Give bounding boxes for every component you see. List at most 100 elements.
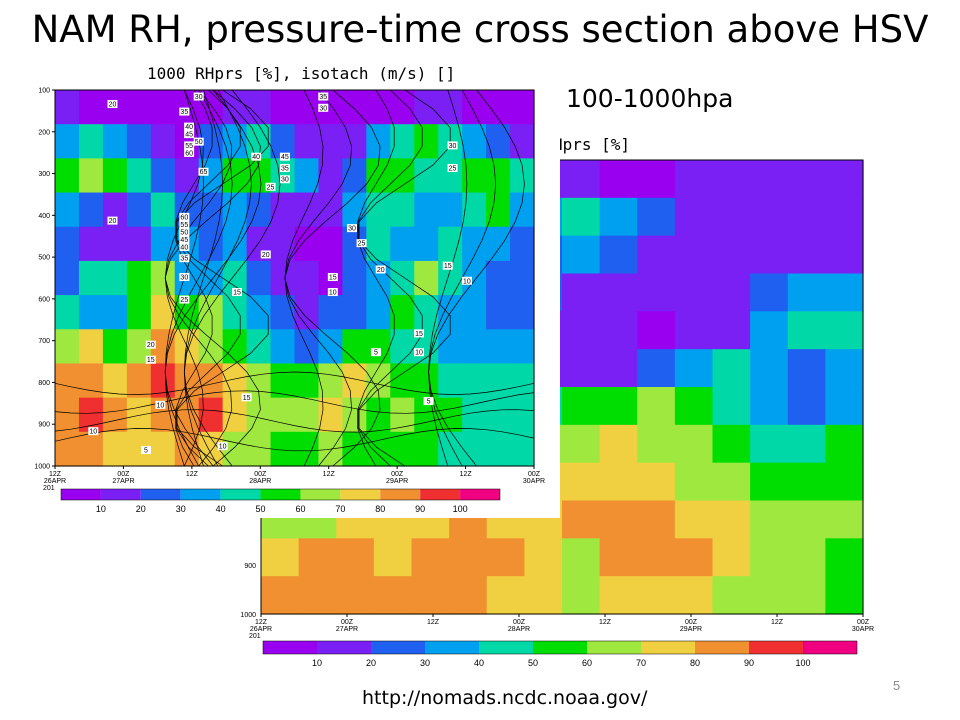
isotach-label-box bbox=[217, 442, 228, 451]
isotach-line bbox=[175, 89, 213, 467]
colorbar-tick-label: 70 bbox=[636, 658, 646, 668]
rh-cell bbox=[787, 538, 826, 577]
rh-cell bbox=[261, 538, 300, 577]
rh-cell bbox=[438, 90, 463, 125]
colorbar-swatch bbox=[340, 489, 381, 500]
rh-cell bbox=[486, 260, 511, 296]
x-tick-date: 26APR bbox=[250, 626, 272, 633]
isotach-label-box bbox=[241, 393, 252, 402]
rh-cell bbox=[787, 576, 826, 615]
rh-cell bbox=[198, 226, 224, 262]
rh-cell bbox=[787, 197, 826, 237]
rh-cell bbox=[373, 538, 413, 577]
colorbar-tick-label: 30 bbox=[176, 504, 186, 514]
rh-cell bbox=[562, 349, 601, 388]
x-tick-label: 00Z bbox=[341, 619, 354, 626]
isotach-label: 15 bbox=[444, 263, 452, 270]
rh-cell bbox=[825, 197, 864, 237]
x-tick-label: 00Z bbox=[117, 471, 130, 478]
isotach-label-box bbox=[375, 265, 386, 274]
rh-cell bbox=[486, 576, 525, 615]
x-tick-label: 12Z bbox=[599, 619, 612, 626]
rh-cell bbox=[825, 387, 864, 426]
rh-cell bbox=[510, 192, 535, 228]
rh-cell bbox=[411, 576, 450, 615]
isotach-label-box bbox=[442, 261, 453, 270]
isotach-label: 60 bbox=[180, 214, 188, 221]
rh-cell bbox=[562, 235, 601, 275]
rh-cell bbox=[787, 387, 826, 426]
colorbar: 10 20 30 40 50 60 70 80 90 100 bbox=[262, 640, 858, 668]
rh-cell bbox=[246, 90, 272, 125]
rh-cell bbox=[674, 500, 714, 539]
rh-cell bbox=[126, 124, 152, 159]
isotach-label: 15 bbox=[147, 357, 155, 364]
y-tick-label: 600 bbox=[38, 296, 50, 303]
rh-cell bbox=[486, 329, 511, 365]
colorbar-tick-label: 30 bbox=[420, 658, 430, 668]
rh-cell bbox=[318, 295, 343, 330]
rh-cell bbox=[78, 158, 104, 194]
rh-cell bbox=[55, 226, 80, 262]
isotach-label: 40 bbox=[252, 154, 260, 161]
isotach-label-box bbox=[179, 295, 190, 304]
rh-cell bbox=[486, 397, 511, 433]
isotach-label: 35 bbox=[281, 165, 289, 172]
rh-cell bbox=[637, 197, 676, 237]
rh-cell bbox=[510, 363, 535, 399]
isotach-label-box bbox=[370, 348, 381, 357]
rh-cell bbox=[102, 158, 128, 194]
rh-cell bbox=[55, 158, 80, 194]
rh-cell bbox=[712, 160, 751, 199]
colorbar-frame bbox=[60, 488, 501, 501]
year-label: 201 bbox=[43, 485, 55, 492]
rh-cell bbox=[318, 329, 343, 365]
rh-cell bbox=[294, 124, 320, 159]
y-tick-label: 200 bbox=[38, 129, 50, 136]
rh-cell bbox=[222, 295, 248, 330]
rh-cell bbox=[78, 260, 104, 296]
isotach-label-box bbox=[318, 92, 329, 101]
rh-cell bbox=[712, 197, 751, 237]
rh-cell bbox=[150, 124, 176, 159]
isotach-line bbox=[284, 89, 381, 467]
rh-cell bbox=[674, 538, 714, 577]
rh-cell bbox=[674, 235, 714, 275]
rh-cell bbox=[150, 226, 176, 262]
rh-cell bbox=[102, 226, 128, 262]
rh-cell bbox=[599, 311, 638, 350]
y-tick-label: 500 bbox=[38, 255, 50, 262]
isotach-label-box bbox=[279, 152, 290, 161]
rh-cell bbox=[486, 192, 511, 228]
rh-cell bbox=[102, 295, 128, 330]
rh-cell bbox=[462, 397, 487, 433]
rh-cell bbox=[366, 192, 391, 228]
x-tick-label: 00Z bbox=[513, 619, 526, 626]
rh-cell bbox=[510, 124, 535, 159]
isotach-line bbox=[54, 409, 535, 433]
rh-cell bbox=[562, 160, 601, 199]
rh-cell bbox=[78, 192, 104, 228]
rh-cell bbox=[510, 329, 535, 365]
rh-cell bbox=[78, 295, 104, 330]
source-url[interactable]: http://nomads.ncdc.noaa.gov/ bbox=[362, 687, 648, 709]
isotach-label: 40 bbox=[180, 244, 188, 251]
isotach-label-box bbox=[155, 400, 166, 409]
rh-cell bbox=[438, 363, 463, 399]
year-label: 201 bbox=[249, 633, 261, 640]
x-tick-label: 12Z bbox=[255, 619, 268, 626]
rh-cell bbox=[449, 538, 488, 577]
rh-cell bbox=[510, 397, 535, 433]
isotach-label: 25 bbox=[358, 241, 366, 248]
isotach-label-box bbox=[279, 175, 290, 184]
rh-cell bbox=[825, 160, 864, 199]
x-tick-label: 12Z bbox=[186, 471, 199, 478]
isotach-label: 30 bbox=[449, 143, 457, 150]
colorbar-swatch bbox=[420, 489, 461, 500]
isotach-label: 5 bbox=[427, 399, 431, 406]
x-tick-label: 00Z bbox=[254, 471, 267, 478]
isotach-label: 20 bbox=[147, 342, 155, 349]
isotach-label-box bbox=[107, 216, 118, 225]
rh-cell bbox=[298, 538, 337, 577]
